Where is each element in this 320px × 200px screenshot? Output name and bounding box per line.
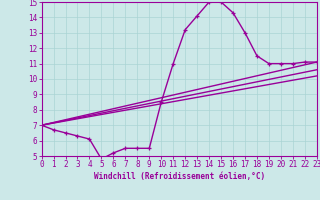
X-axis label: Windchill (Refroidissement éolien,°C): Windchill (Refroidissement éolien,°C) <box>94 172 265 181</box>
